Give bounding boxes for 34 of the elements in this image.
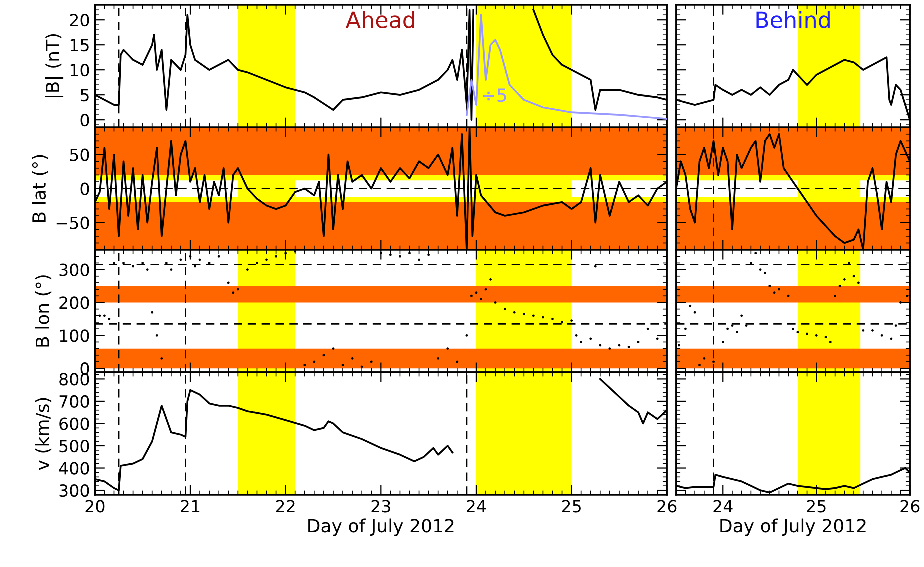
y-tick-label: 50 <box>70 148 90 162</box>
x-tick-label: 24 <box>714 500 733 513</box>
x-tick-label: 22 <box>276 500 295 513</box>
y-tick-label: 20 <box>70 14 90 27</box>
y-axis-title: |B| (nT) <box>45 34 64 98</box>
y-tick-label: 5 <box>80 89 89 102</box>
y-tick-label: 0 <box>80 182 90 196</box>
series-label: ÷5 <box>483 88 506 102</box>
x-tick-label: 21 <box>181 500 200 513</box>
y-tick-label: 500 <box>60 440 90 453</box>
y-tick-label: 15 <box>70 39 89 52</box>
x-tick-label: 24 <box>467 500 486 513</box>
y-tick-label: 100 <box>60 330 90 342</box>
x-tick-label: 26 <box>900 500 920 513</box>
y-tick-label: 10 <box>70 64 90 77</box>
x-tick-label: 23 <box>372 500 390 513</box>
y-tick-label: −50 <box>56 216 90 230</box>
x-axis-title: Day of July 2012 <box>720 518 866 536</box>
x-tick-label: 26 <box>658 500 677 513</box>
y-tick-label: 700 <box>60 395 90 408</box>
y-axis-title: B lat (°) <box>32 155 48 222</box>
x-axis-title: Day of July 2012 <box>308 518 454 536</box>
y-tick-label: 600 <box>60 418 90 430</box>
y-tick-label: 300 <box>60 484 90 498</box>
y-tick-label: 300 <box>60 264 90 276</box>
y-tick-label: 200 <box>60 296 90 310</box>
chart-title: Ahead <box>346 11 414 28</box>
y-axis-title: B lon (°) <box>35 276 52 347</box>
y-tick-label: 800 <box>60 373 90 386</box>
x-tick-label: 25 <box>562 500 581 513</box>
y-tick-label: 400 <box>59 462 90 475</box>
y-axis-title: v (km/s) <box>35 398 52 470</box>
x-tick-label: 25 <box>807 500 826 513</box>
y-tick-label: 0 <box>80 114 90 127</box>
